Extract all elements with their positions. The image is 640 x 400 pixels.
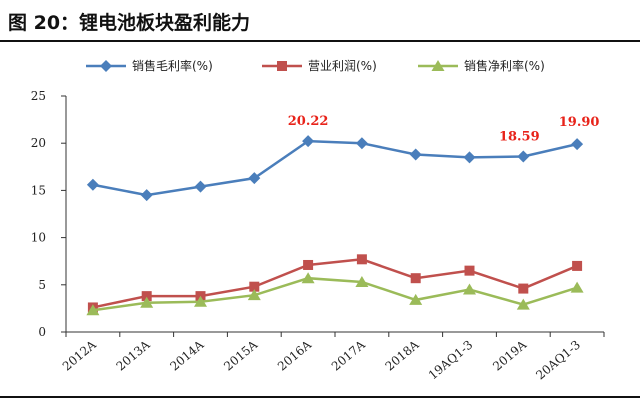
data-point-triangle <box>140 296 154 308</box>
data-point-square <box>356 254 367 265</box>
legend-item: 营业利润(%) <box>262 59 377 73</box>
data-point-diamond <box>86 178 99 191</box>
legend-item: 销售净利率(%) <box>418 58 545 73</box>
y-tick-label: 15 <box>31 183 46 197</box>
data-point-diamond <box>140 189 153 202</box>
data-label: 19.90 <box>559 115 600 130</box>
series-line <box>92 139 578 197</box>
series-2 <box>87 254 583 313</box>
y-tick-label: 5 <box>38 278 46 292</box>
data-point-triangle <box>194 295 207 307</box>
data-point-square <box>303 259 314 270</box>
legend-label: 销售净利率(%) <box>464 58 545 73</box>
chart-plot-area <box>86 135 584 316</box>
data-point-triangle <box>409 293 423 305</box>
x-tick-label: 19AQ1-3 <box>426 338 476 383</box>
legend-item: 销售毛利率(%) <box>86 58 213 73</box>
x-tick-label: 2017A <box>329 337 368 373</box>
series-3 <box>86 272 584 316</box>
x-tick-label: 2015A <box>221 337 260 373</box>
chart-legend: 销售毛利率(%) 营业利润(%) 销售净利率(%) <box>86 58 545 73</box>
data-point-diamond <box>463 151 476 164</box>
data-point-triangle <box>86 304 100 316</box>
y-tick-label: 10 <box>31 231 46 245</box>
series-1 <box>86 135 584 202</box>
data-point-diamond <box>100 60 112 72</box>
data-point-square <box>249 281 260 292</box>
data-point-diamond <box>355 137 368 150</box>
x-tick-label: 20AQ1-3 <box>533 338 583 383</box>
series-line <box>92 276 578 312</box>
data-point-diamond <box>248 172 261 185</box>
x-tick-label: 2014A <box>167 337 206 373</box>
x-tick-label: 2018A <box>383 337 422 373</box>
data-point-diamond <box>409 148 422 161</box>
figure-header: 图 20：锂电池板块盈利能力 <box>0 0 640 44</box>
data-point-square <box>141 291 152 302</box>
y-tick-label: 20 <box>31 136 46 150</box>
y-tick-label: 25 <box>31 89 46 103</box>
data-label: 18.59 <box>499 130 540 145</box>
data-point-square <box>410 273 421 284</box>
data-point-square <box>464 265 475 276</box>
data-point-triangle <box>247 289 261 301</box>
data-point-triangle <box>301 272 315 284</box>
series-line <box>92 258 578 309</box>
data-point-diamond <box>194 180 207 193</box>
data-label: 20.22 <box>288 114 329 129</box>
data-point-triangle <box>431 60 445 71</box>
data-point-triangle <box>463 283 476 295</box>
data-point-square <box>518 283 529 294</box>
data-point-diamond <box>517 150 530 163</box>
header-rule <box>0 40 640 42</box>
x-tick-label: 2012A <box>60 337 99 373</box>
legend-label: 销售毛利率(%) <box>132 58 213 73</box>
figure-title: 图 20：锂电池板块盈利能力 <box>8 12 251 34</box>
data-point-triangle <box>355 275 369 287</box>
x-tick-label: 2013A <box>114 337 153 373</box>
data-point-diamond <box>571 138 584 151</box>
data-point-triangle <box>570 281 584 293</box>
legend-label: 营业利润(%) <box>308 59 377 73</box>
data-point-diamond <box>302 135 315 148</box>
footer-rule <box>0 396 640 398</box>
x-tick-label: 2019A <box>490 337 529 373</box>
y-tick-label: 0 <box>38 325 46 339</box>
data-point-square <box>572 260 583 271</box>
chart-annotations: 20.22 18.59 19.90 <box>288 114 600 144</box>
data-point-square <box>277 61 287 71</box>
x-tick-label: 2016A <box>275 337 314 373</box>
data-point-triangle <box>516 298 530 310</box>
